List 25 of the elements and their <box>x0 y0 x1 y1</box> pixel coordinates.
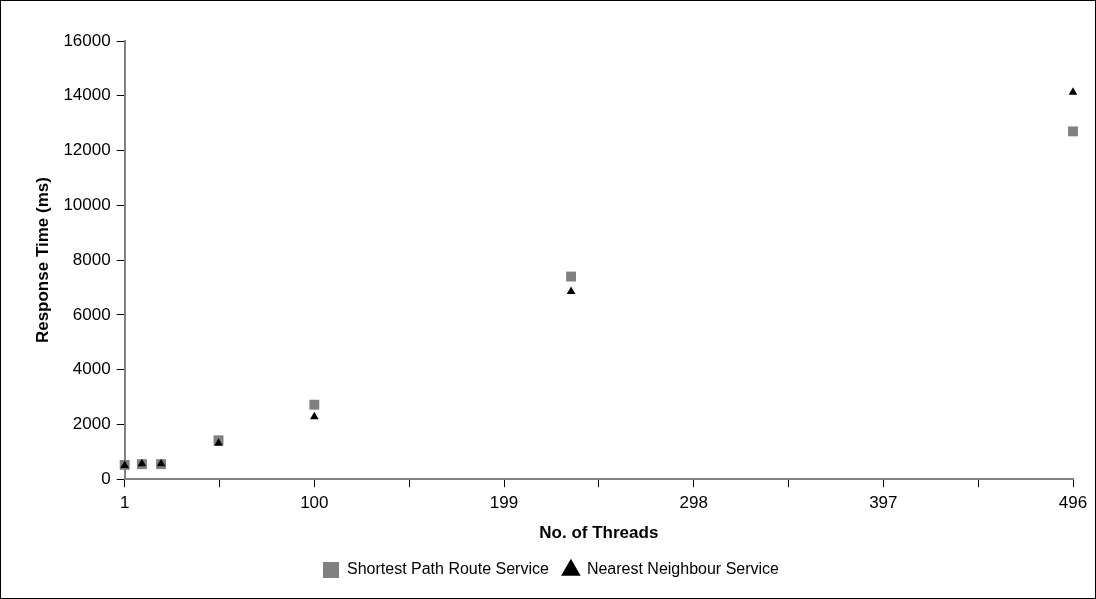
point <box>310 411 319 420</box>
y-axis-title: Response Time (ms) <box>32 177 52 344</box>
point <box>566 286 576 295</box>
x-tick-label: 199 <box>489 493 519 513</box>
x-tick-label: 298 <box>679 493 708 513</box>
point <box>1068 126 1078 137</box>
y-tick-label: 0 <box>101 468 111 488</box>
y-tick-label: 16000 <box>63 30 111 50</box>
point <box>566 271 577 282</box>
point <box>1068 87 1078 95</box>
legend-label: Nearest Neighbour Service <box>586 560 780 578</box>
y-tick-label: 4000 <box>72 359 111 379</box>
y-tick-label: 10000 <box>63 195 111 215</box>
y-tick-label: 2000 <box>72 414 111 434</box>
x-tick-label: 100 <box>300 493 329 513</box>
x-axis-title: No. of Threads <box>539 523 659 543</box>
y-tick-label: 14000 <box>63 85 111 105</box>
legend-label: Shortest Path Route Service <box>347 560 549 578</box>
point <box>309 399 320 410</box>
x-tick-label: 496 <box>1058 493 1088 513</box>
y-tick-label: 6000 <box>72 304 111 324</box>
x-tick-label: 1 <box>119 493 130 513</box>
x-tick-label: 397 <box>869 493 898 513</box>
y-tick-label: 8000 <box>72 249 111 269</box>
y-tick-label: 12000 <box>63 140 111 160</box>
